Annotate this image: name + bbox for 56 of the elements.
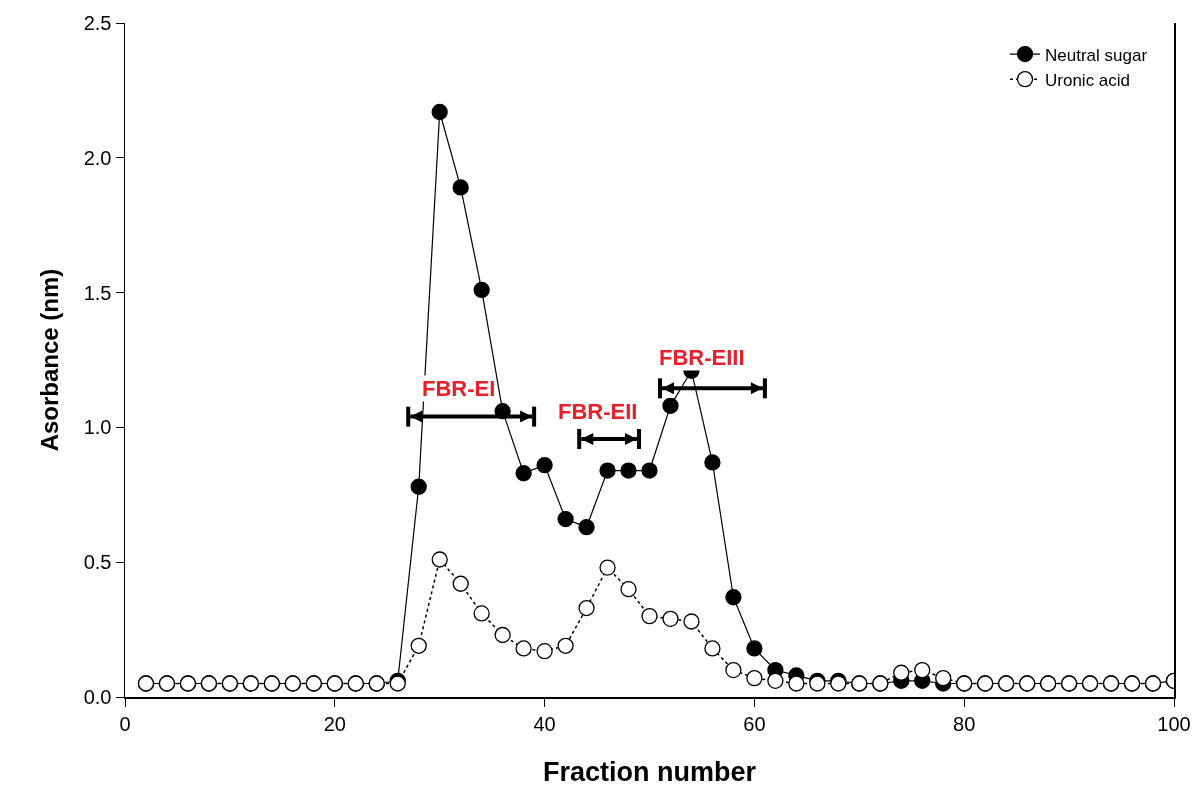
point (662, 610, 679, 627)
point (641, 607, 658, 625)
x-tick-label: 40 (533, 712, 556, 735)
y-tick-label: 0.0 (83, 686, 112, 708)
annotation: FBR-EIII (659, 345, 745, 370)
y-tick-label: 1.5 (83, 281, 112, 304)
point (746, 669, 763, 687)
x-tick-label: 100 (1157, 712, 1191, 735)
point (494, 626, 511, 644)
point (410, 637, 427, 654)
point (557, 510, 574, 528)
y-tick-label: 2.5 (83, 12, 112, 34)
legend-label: Neutral sugar (1045, 45, 1148, 65)
point (599, 462, 616, 479)
point (704, 454, 721, 471)
point (683, 613, 700, 630)
point (578, 599, 595, 617)
point (914, 661, 931, 679)
point (473, 605, 490, 622)
point (452, 179, 469, 196)
point (641, 462, 658, 479)
point (536, 456, 553, 474)
point (893, 664, 910, 681)
point (473, 281, 490, 299)
point (935, 669, 952, 687)
point (410, 478, 427, 495)
point (725, 589, 742, 606)
x-tick-label: 0 (119, 712, 131, 735)
point (599, 559, 616, 576)
x-axis-title: Fraction number (542, 756, 757, 787)
point (431, 103, 448, 121)
legend-label: Uronic acid (1045, 70, 1131, 90)
point (431, 551, 448, 568)
point (578, 519, 595, 536)
y-tick-label: 1.0 (83, 416, 112, 439)
point (452, 575, 469, 592)
x-tick-label: 20 (323, 712, 346, 735)
point (620, 581, 637, 598)
point (725, 661, 742, 679)
y-tick-label: 2.0 (83, 146, 112, 169)
point (662, 397, 679, 414)
point (515, 640, 532, 657)
point (515, 465, 532, 482)
annotation: FBR-EI (422, 376, 496, 401)
x-tick-label: 60 (743, 712, 766, 735)
point (746, 640, 763, 657)
y-axis-title: Asorbance (nm) (36, 268, 64, 452)
y-tick-label: 0.5 (83, 551, 112, 574)
point (557, 637, 574, 654)
annotation: FBR-EII (558, 399, 638, 424)
point (788, 675, 805, 692)
x-tick-label: 80 (953, 712, 976, 735)
point (767, 672, 784, 689)
point (620, 462, 637, 479)
point (536, 643, 553, 660)
point (704, 640, 721, 657)
